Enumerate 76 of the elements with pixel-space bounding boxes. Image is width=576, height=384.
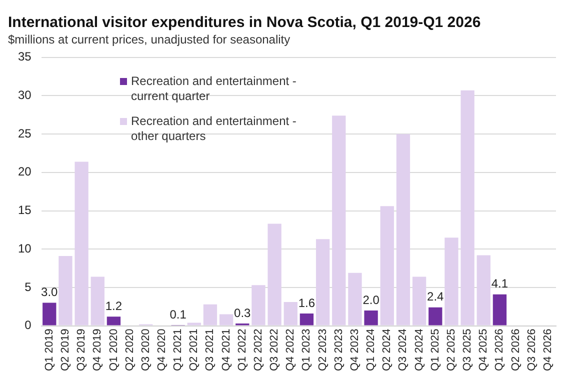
x-tick-label: Q1 2022 [236, 328, 248, 371]
x-tick-label: Q2 2021 [188, 328, 200, 371]
y-tick-label: 20 [18, 164, 32, 179]
x-tick-label: Q1 2019 [43, 328, 56, 371]
y-tick-label: 5 [24, 280, 32, 294]
bar [364, 310, 378, 326]
bar [252, 285, 266, 326]
data-label: 0.3 [234, 306, 252, 320]
x-tick-label: Q2 2022 [252, 328, 264, 371]
bar [58, 256, 72, 326]
bar [476, 255, 490, 326]
x-tick-label: Q4 2026 [542, 328, 554, 371]
x-tick-label: Q3 2025 [462, 328, 474, 371]
x-tick-label: Q1 2025 [429, 328, 442, 371]
x-tick-label: Q4 2024 [413, 328, 426, 371]
bar [348, 272, 362, 326]
x-tick-label: Q3 2020 [140, 328, 152, 371]
data-label: 0.1 [170, 307, 187, 322]
x-tick-label: Q1 2026 [494, 328, 506, 371]
bar [284, 302, 298, 326]
x-tick-label: Q1 2021 [172, 328, 184, 371]
bar [106, 316, 121, 326]
x-tick-label: Q3 2019 [76, 328, 88, 371]
x-tick-label: Q2 2020 [124, 328, 136, 371]
chart-subtitle: $millions at current prices, unadjusted for seasonality [8, 32, 290, 47]
bar [444, 238, 458, 326]
x-tick-label: Q4 2021 [220, 328, 232, 371]
y-tick-label: 10 [18, 241, 32, 256]
x-tick-label: Q1 2024 [365, 328, 378, 371]
x-tick-label: Q3 2022 [268, 328, 281, 371]
x-tick-label: Q2 2024 [381, 328, 394, 371]
x-tick-label: Q4 2019 [92, 328, 104, 371]
bar [42, 302, 56, 326]
x-tick-label: Q4 2022 [284, 328, 297, 371]
y-tick-label: 25 [18, 126, 32, 140]
x-tick-label: Q3 2021 [204, 328, 216, 371]
bar [460, 90, 474, 326]
bar [300, 314, 314, 326]
x-tick-label: Q1 2020 [108, 328, 120, 371]
legend-label: Recreation and entertainment - other quarters [131, 114, 298, 144]
data-label: 2.0 [362, 292, 380, 307]
x-tick-label: Q2 2023 [316, 328, 329, 371]
bar [428, 307, 442, 326]
legend-label: Recreation and entertainment - current quarter [131, 74, 298, 104]
bar [203, 304, 218, 326]
x-tick-label: Q2 2019 [60, 328, 72, 371]
data-label: 1.2 [105, 298, 122, 313]
y-tick-label: 35 [18, 50, 32, 64]
bar [316, 239, 330, 326]
data-label: 3.0 [41, 285, 58, 300]
x-tick-label: Q1 2023 [300, 328, 313, 371]
x-tick-label: Q4 2025 [478, 328, 490, 371]
chart-title: International visitor expenditures in Nova Scotia, Q1 2019-Q1 2026 [8, 14, 481, 32]
x-tick-label: Q2 2025 [445, 328, 458, 371]
x-tick-label: Q3 2024 [397, 328, 410, 371]
x-tick-label: Q3 2023 [332, 328, 345, 371]
bar [219, 314, 234, 326]
y-tick-label: 0 [24, 318, 32, 332]
bar [332, 116, 346, 326]
data-label: 2.4 [427, 290, 444, 304]
x-tick-label: Q4 2020 [156, 328, 168, 371]
bar [90, 276, 104, 326]
bar [380, 206, 394, 326]
data-label: 4.1 [491, 276, 508, 291]
bar [396, 134, 410, 326]
bar [412, 276, 426, 326]
x-tick-label: Q4 2023 [348, 328, 361, 371]
x-tick-label: Q2 2026 [510, 328, 522, 371]
x-tick-label: Q3 2026 [526, 328, 538, 371]
bar [492, 294, 507, 326]
bar [187, 322, 201, 326]
bar [74, 162, 88, 326]
y-tick-label: 15 [18, 203, 32, 218]
y-tick-label: 30 [18, 88, 32, 102]
bar [268, 224, 282, 326]
data-label: 1.6 [298, 296, 316, 310]
